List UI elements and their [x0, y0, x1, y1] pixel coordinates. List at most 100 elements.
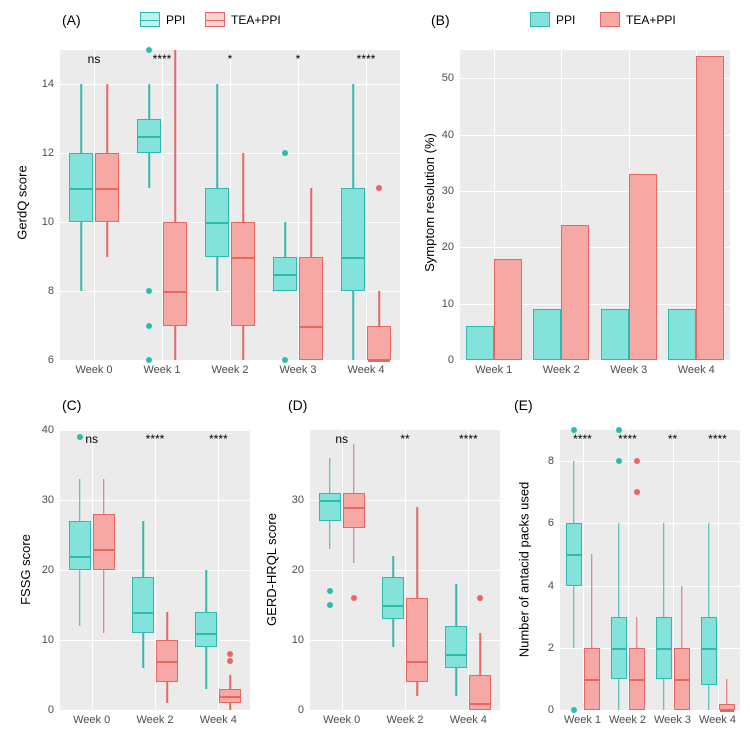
outlier-point	[146, 288, 152, 294]
significance-label: *	[228, 52, 233, 66]
outlier-point	[227, 658, 233, 664]
outlier-point	[616, 458, 622, 464]
panel-d-plot: ns******	[310, 430, 500, 710]
legend-b-tea: TEA+PPI	[600, 12, 676, 27]
x-tick-label: Week 2	[136, 714, 173, 726]
legend-a-tea-label: TEA+PPI	[231, 13, 281, 27]
y-tick-label: 4	[506, 580, 554, 592]
panel-c-plot: ns********	[60, 430, 250, 710]
panel-e-label: (E)	[514, 397, 533, 413]
x-tick-label: Week 4	[699, 714, 736, 726]
boxplot-box	[69, 521, 91, 570]
y-tick-label: 40	[396, 129, 454, 141]
y-tick-label: 0	[248, 704, 304, 716]
y-tick-label: 6	[0, 354, 54, 366]
legend-a-ppi: PPI	[140, 12, 185, 27]
panel-a-plot: ns**********	[60, 50, 400, 360]
boxplot-box	[273, 257, 297, 291]
y-tick-label: 12	[0, 147, 54, 159]
legend-box-ppi-icon	[140, 12, 160, 27]
outlier-point	[146, 323, 152, 329]
y-tick-label: 30	[0, 494, 54, 506]
significance-label: ns	[88, 52, 101, 66]
y-tick-label: 10	[396, 298, 454, 310]
outlier-point	[376, 185, 382, 191]
y-tick-label: 50	[396, 72, 454, 84]
boxplot-box	[343, 493, 365, 528]
y-tick-label: 8	[506, 455, 554, 467]
legend-a-tea: TEA+PPI	[205, 12, 281, 27]
panel-a-label: (A)	[62, 12, 81, 28]
legend-b-ppi: PPI	[530, 12, 575, 27]
significance-label: **	[400, 432, 409, 446]
x-tick-label: Week 1	[143, 364, 180, 376]
x-tick-label: Week 2	[609, 714, 646, 726]
y-tick-label: 6	[506, 517, 554, 529]
x-tick-label: Week 1	[564, 714, 601, 726]
legend-box-tea-icon	[205, 12, 225, 27]
significance-label: **	[668, 432, 677, 446]
outlier-point	[227, 651, 233, 657]
boxplot-box	[469, 675, 491, 710]
bar	[466, 326, 494, 360]
significance-label: ns	[85, 432, 98, 446]
panel-e-plot: **************	[560, 430, 740, 710]
x-tick-label: Week 3	[654, 714, 691, 726]
outlier-point	[634, 489, 640, 495]
panel-b-plot	[460, 50, 730, 360]
boxplot-box	[341, 188, 365, 291]
bar	[629, 174, 657, 360]
boxplot-box	[611, 617, 627, 679]
boxplot-box	[231, 222, 255, 325]
boxplot-box	[656, 617, 672, 679]
x-tick-label: Week 4	[678, 364, 715, 376]
boxplot-box	[367, 326, 391, 360]
legend-box-tea-b-icon	[600, 12, 620, 27]
legend-box-ppi-b-icon	[530, 12, 550, 27]
x-tick-label: Week 1	[475, 364, 512, 376]
bar	[668, 309, 696, 360]
panel-b-label: (B)	[431, 12, 450, 28]
y-tick-label: 40	[0, 424, 54, 436]
boxplot-box	[69, 153, 93, 222]
boxplot-box	[319, 493, 341, 521]
y-tick-label: 14	[0, 78, 54, 90]
x-tick-label: Week 2	[211, 364, 248, 376]
y-tick-label: 30	[396, 185, 454, 197]
y-tick-label: 0	[396, 354, 454, 366]
y-tick-label: 10	[248, 634, 304, 646]
boxplot-box	[93, 514, 115, 570]
boxplot-box	[701, 617, 717, 685]
outlier-point	[327, 602, 333, 608]
x-tick-label: Week 0	[73, 714, 110, 726]
y-tick-label: 0	[506, 704, 554, 716]
significance-label: ****	[573, 432, 592, 446]
boxplot-box	[584, 648, 600, 710]
x-tick-label: Week 4	[347, 364, 384, 376]
boxplot-box	[382, 577, 404, 619]
bar	[561, 225, 589, 360]
boxplot-box	[566, 523, 582, 585]
boxplot-box	[195, 612, 217, 647]
x-tick-label: Week 3	[610, 364, 647, 376]
significance-label: ns	[335, 432, 348, 446]
bar	[533, 309, 561, 360]
boxplot-box	[406, 598, 428, 682]
boxplot-box	[132, 577, 154, 633]
boxplot-box	[299, 257, 323, 360]
y-tick-label: 2	[506, 642, 554, 654]
outlier-point	[351, 595, 357, 601]
bar	[696, 56, 724, 360]
significance-label: ****	[357, 52, 376, 66]
y-tick-label: 8	[0, 285, 54, 297]
boxplot-box	[629, 648, 645, 710]
significance-label: *	[296, 52, 301, 66]
x-tick-label: Week 4	[200, 714, 237, 726]
x-tick-label: Week 4	[450, 714, 487, 726]
panel-d-label: (D)	[288, 397, 307, 413]
significance-label: ****	[618, 432, 637, 446]
y-tick-label: 30	[248, 494, 304, 506]
legend-b-tea-label: TEA+PPI	[626, 13, 676, 27]
bar	[494, 259, 522, 360]
boxplot-box	[674, 648, 690, 710]
